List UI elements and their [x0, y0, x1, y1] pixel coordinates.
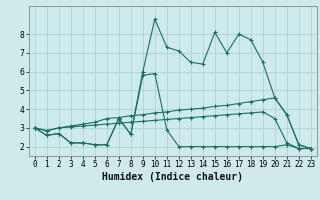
- X-axis label: Humidex (Indice chaleur): Humidex (Indice chaleur): [102, 172, 243, 182]
